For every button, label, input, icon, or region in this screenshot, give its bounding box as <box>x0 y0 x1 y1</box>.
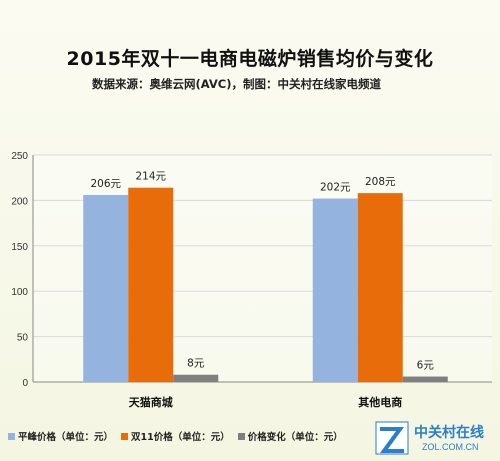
data-label: 208元 <box>365 176 396 188</box>
data-label: 8元 <box>187 358 205 370</box>
legend-label-double11: 双11价格（单位：元） <box>131 432 230 443</box>
bar <box>128 187 174 382</box>
legend-swatch-change <box>237 432 245 440</box>
y-tick-label: 250 <box>11 151 28 162</box>
zol-logo-sub: ZOL.COM.CN <box>422 442 479 452</box>
legend-label-normal: 平峰价格（单位：元） <box>18 432 114 443</box>
data-label: 214元 <box>135 171 166 183</box>
x-tick-label: 其他电商 <box>358 395 402 409</box>
legend-swatch-normal <box>8 432 15 440</box>
legend-label-change: 价格变化（单位：元） <box>247 432 343 443</box>
bar <box>357 193 403 382</box>
chart-legend: 平峰价格（单位：元） 双11价格（单位：元） 价格变化（单位：元） <box>8 426 343 446</box>
chart-title: 2015年双十一电商电磁炉销售均价与变化 <box>66 48 434 70</box>
bar <box>83 194 129 382</box>
legend-item-normal-price: 平峰价格（单位：元） <box>8 429 113 443</box>
y-tick-label: 150 <box>11 242 28 253</box>
x-tick-label: 天猫商城 <box>129 395 173 409</box>
legend-item-double11-price: 双11价格（单位：元） <box>121 429 230 443</box>
data-label: 6元 <box>417 360 435 372</box>
y-tick-label: 50 <box>17 333 29 344</box>
bar <box>173 374 219 382</box>
data-label: 202元 <box>320 182 351 194</box>
data-label: 206元 <box>90 178 121 190</box>
zol-logo-text: 中关村在线 <box>414 425 484 441</box>
zol-logo-icon <box>375 421 409 455</box>
zol-logo: 中关村在线 ZOL.COM.CN <box>372 418 498 458</box>
y-tick-label: 200 <box>11 196 28 207</box>
bar <box>402 376 448 382</box>
legend-item-price-change: 价格变化（单位：元） <box>237 429 343 443</box>
chart-subtitle: 数据来源：奥维云网(AVC)，制图：中关村在线家电频道 <box>92 77 381 91</box>
legend-swatch-double11 <box>121 432 129 440</box>
y-tick-label: 100 <box>11 287 28 298</box>
y-tick-label: 0 <box>22 378 28 389</box>
bar <box>312 198 358 382</box>
